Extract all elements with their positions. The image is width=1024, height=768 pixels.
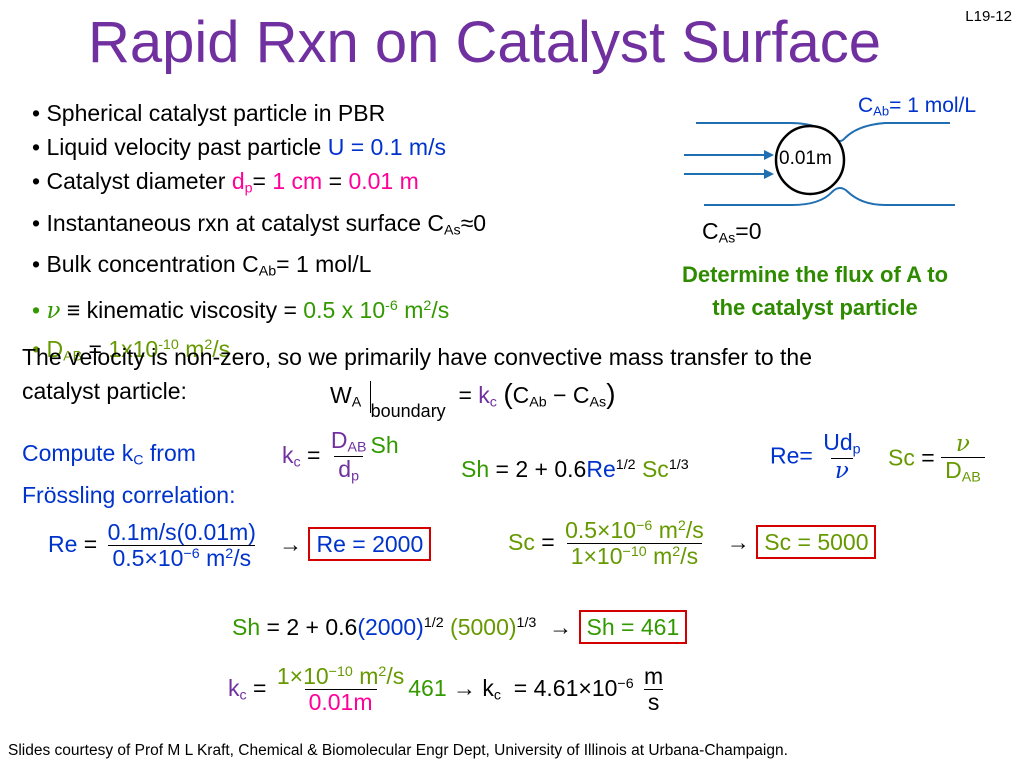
bullet-5: • Bulk concentration CAb= 1 mol/L	[32, 251, 372, 280]
kc-calculation: kc = 1×10−10 m2/s 0.01m 461 → kc = 4.61×…	[228, 663, 664, 716]
reynolds-result: Re = 2000	[308, 526, 432, 561]
schmidt-definition: Sc = ν DAB	[888, 431, 985, 487]
reynolds-calculation: Re = 0.1m/s(0.01m) 0.5×10−6 m2/s → Re = …	[48, 519, 432, 572]
bullet-6: • ν ≡ kinematic viscosity = 0.5 x 10-6 m…	[32, 296, 450, 324]
bullet-list: • Spherical catalyst particle in PBR • L…	[32, 96, 486, 373]
sherwood-calculation: Sh = 2 + 0.6(2000)1/2 (5000)1/3 → Sh = 4…	[232, 610, 688, 644]
flow-arrow-top-head	[764, 150, 774, 160]
schmidt-calculation: Sc = 0.5×10−6 m2/s 1×10−10 m2/s → Sc = 5…	[508, 517, 877, 570]
footer-credit: Slides courtesy of Prof M L Kraft, Chemi…	[8, 742, 788, 759]
bullet-4: • Instantaneous rxn at catalyst surface …	[32, 209, 487, 239]
reynolds-definition: Re= Udp ν	[770, 429, 861, 485]
schmidt-result: Sc = 5000	[756, 524, 877, 559]
sherwood-result: Sh = 461	[578, 610, 688, 644]
bullet-2: • Liquid velocity past particle U = 0.1 …	[32, 134, 446, 160]
flow-arrow-bottom-head	[764, 169, 774, 179]
kc-equation: kc = DAB dp Sh	[282, 427, 399, 485]
catalyst-particle	[774, 124, 846, 196]
slide-title: Rapid Rxn on Catalyst Surface	[88, 10, 882, 75]
particle-diameter-label: 0.01m	[779, 148, 832, 169]
task-statement: Determine the flux of A to the catalyst …	[681, 262, 949, 320]
surface-concentration-label: CAs=0	[702, 218, 762, 247]
compute-kc-label: Compute kC from Frössling correlation:	[22, 440, 236, 508]
bullet-3: • Catalyst diameter dp= 1 cm = 0.01 m	[32, 168, 419, 197]
particle-flow-diagram	[684, 122, 955, 206]
frossling-correlation: Sh = 2 + 0.6Re1/2 Sc1/3	[461, 456, 689, 482]
bullet-1: • Spherical catalyst particle in PBR	[32, 100, 386, 126]
slide-number: L19-12	[965, 8, 1012, 25]
bulk-concentration-label: CAb= 1 mol/L	[858, 94, 977, 119]
bullet-7: • DAB = 1x10-10 m2/s	[32, 335, 231, 364]
streamline-bottom	[704, 187, 955, 206]
explanation-paragraph: The velocity is non-zero, so we primaril…	[22, 344, 812, 404]
flux-equation: WA boundary = kc (CAb − CAs)	[330, 378, 616, 421]
